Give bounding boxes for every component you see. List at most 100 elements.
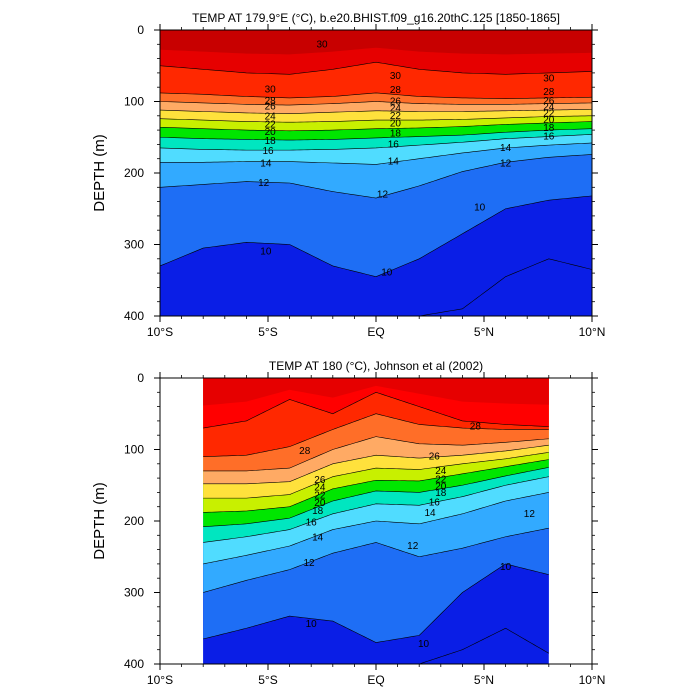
x-tick-label: 10°S (147, 325, 173, 339)
contour-label: 20 (435, 482, 447, 493)
contour-line-10 (159, 195, 593, 277)
contour-label: 22 (265, 119, 277, 130)
contour-line-22 (159, 115, 593, 123)
contour-label: 30 (390, 71, 402, 82)
contour-line-28 (159, 92, 593, 99)
contour-label: 10 (474, 202, 486, 213)
contour-label: 24 (265, 112, 277, 123)
contour-label: 24 (435, 466, 447, 477)
contour-label: 12 (500, 159, 512, 170)
y-tick-label: 100 (124, 443, 144, 457)
contour-label: 12 (303, 558, 315, 569)
contour-label: 10 (418, 639, 430, 650)
y-axis-label: DEPTH (m) (91, 482, 108, 560)
contour-label: 22 (435, 475, 447, 486)
contour-label: 16 (543, 132, 555, 143)
contour-line-29 (203, 391, 549, 429)
contour-line-28 (203, 413, 549, 457)
x-tick-label: EQ (367, 325, 384, 339)
contour-label: 22 (314, 490, 326, 501)
contour-label: 16 (388, 139, 400, 150)
contour-line-20 (159, 121, 593, 132)
contour-label: 28 (390, 85, 402, 96)
contour-label: 28 (543, 87, 555, 98)
y-tick-label: 200 (124, 514, 144, 528)
contour-line-18 (159, 128, 593, 141)
contour-label: 16 (262, 146, 274, 157)
y-tick-label: 300 (124, 238, 144, 252)
contour-label: 10 (500, 562, 512, 573)
chart-title: TEMP AT 180 (°C), Johnson et al (2002) (269, 359, 483, 373)
contour-label: 10 (381, 267, 393, 278)
contour-line-24 (203, 444, 549, 485)
contour-line-18 (203, 467, 549, 528)
contour-label: 28 (265, 96, 277, 107)
contour-line-30 (159, 61, 593, 75)
contour-label: 20 (314, 498, 326, 509)
contour-label: 18 (543, 123, 555, 134)
x-tick-label: 10°N (579, 673, 606, 687)
y-tick-label: 100 (124, 95, 144, 109)
contour-line-24 (159, 109, 593, 114)
contour-label: 26 (543, 96, 555, 107)
contour-label: 12 (377, 189, 389, 200)
x-tick-label: 5°N (474, 673, 494, 687)
contour-line-14 (160, 142, 593, 165)
x-tick-label: EQ (367, 673, 384, 687)
contour-line-22 (203, 452, 549, 499)
contour-label: 10 (306, 619, 318, 630)
chart-title: TEMP AT 179.9°E (°C), b.e20.BHIST.f09_g1… (192, 11, 560, 25)
contour-label: 10 (260, 247, 272, 258)
contour-label: 14 (260, 159, 272, 170)
panel-2: 2828262624242222202018181616141412121210… (91, 359, 605, 687)
contour-label: 24 (390, 104, 402, 115)
contour-line-14 (203, 492, 549, 565)
y-tick-label: 0 (137, 371, 144, 385)
contour-label: 16 (429, 497, 441, 508)
contour-line-12 (159, 154, 593, 199)
contour-label: 14 (388, 157, 400, 168)
contour-label: 12 (258, 178, 270, 189)
contour-label: 18 (312, 506, 324, 517)
contour-label: 22 (543, 109, 555, 120)
contour-label: 26 (265, 102, 277, 113)
y-tick-label: 0 (137, 23, 144, 37)
contour-line-26 (203, 436, 549, 472)
contour-label: 12 (407, 541, 419, 552)
contour-label: 30 (543, 74, 555, 85)
contour-label: 12 (524, 509, 536, 520)
x-tick-label: 5°S (258, 673, 277, 687)
y-tick-label: 200 (124, 166, 144, 180)
contour-label: 20 (390, 119, 402, 130)
contour-label: 20 (543, 115, 555, 126)
contour-label: 22 (390, 111, 402, 122)
y-tick-label: 300 (124, 586, 144, 600)
contour-line-16 (203, 476, 549, 543)
contour-label: 30 (316, 39, 328, 50)
contour-label: 18 (390, 129, 402, 140)
x-tick-label: 5°N (474, 325, 494, 339)
contour-label: 14 (500, 143, 512, 154)
contour-line-26 (159, 101, 593, 106)
contour-line-10 (203, 563, 549, 643)
contour-label: 14 (312, 532, 324, 543)
contour-line-12 (203, 527, 549, 593)
contour-label: 18 (435, 488, 447, 499)
contour-label: 14 (424, 508, 436, 519)
contour-label: 28 (299, 446, 311, 457)
contour-line-20 (203, 459, 549, 513)
y-axis-label: DEPTH (m) (91, 134, 108, 212)
contour-label: 16 (306, 517, 318, 528)
contour-label: 28 (470, 422, 482, 433)
contour-label: 26 (390, 97, 402, 108)
x-tick-label: 10°S (147, 673, 173, 687)
contour-label: 26 (314, 475, 326, 486)
contour-label: 26 (429, 452, 441, 463)
y-tick-label: 400 (124, 309, 144, 323)
contour-label: 20 (265, 127, 277, 138)
contour-label: 24 (543, 102, 555, 113)
contour-fill-warmest (160, 30, 592, 55)
x-tick-label: 5°S (258, 325, 277, 339)
